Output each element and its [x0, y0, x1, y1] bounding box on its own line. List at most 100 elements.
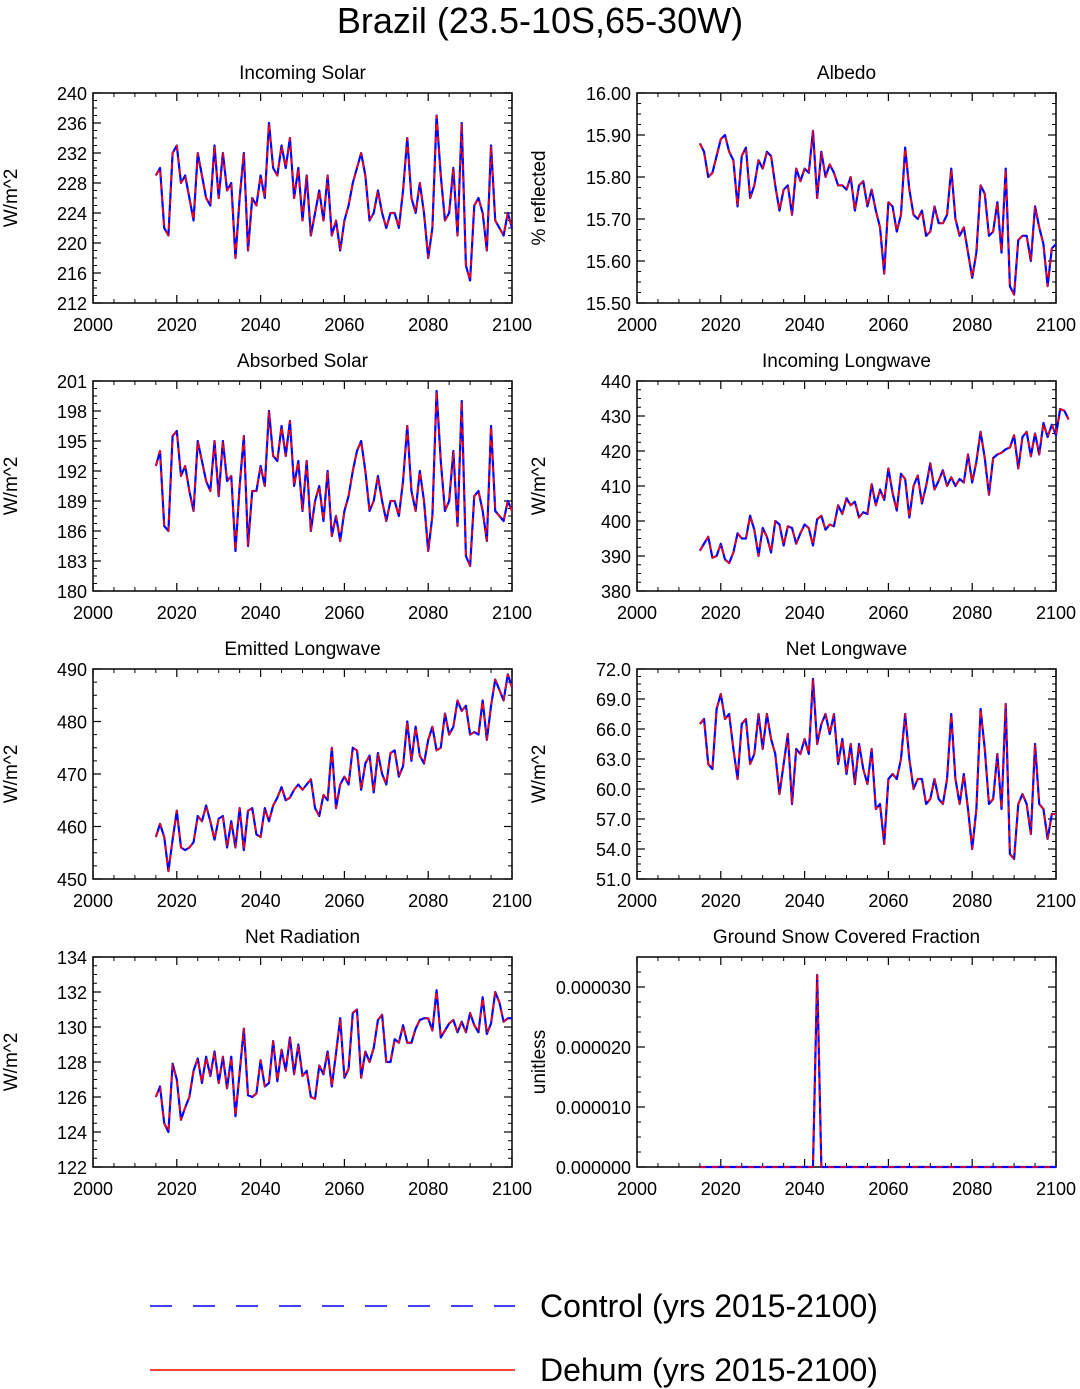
x-tick-label: 2100	[492, 315, 532, 335]
y-tick-label: 216	[57, 264, 87, 284]
legend-label-control: Control (yrs 2015-2100)	[540, 1288, 878, 1324]
x-tick-label: 2080	[408, 891, 448, 911]
y-tick-label: 198	[57, 402, 87, 422]
x-tick-label: 2000	[73, 1179, 113, 1199]
x-tick-label: 2000	[617, 603, 657, 623]
series-line-control	[154, 114, 514, 282]
y-tick-label: 380	[601, 582, 631, 602]
x-tick-label: 2040	[241, 1179, 281, 1199]
x-tick-label: 2080	[408, 603, 448, 623]
x-tick-label: 2060	[324, 315, 364, 335]
y-tick-label: 122	[57, 1158, 87, 1178]
panel-title: Absorbed Solar	[237, 351, 369, 372]
plot-frame	[636, 380, 1057, 592]
y-tick-label: 192	[57, 462, 87, 482]
plot-frame	[636, 92, 1057, 304]
y-tick-label: 132	[57, 983, 87, 1003]
chart-panel-1: Albedo 15.50 15.60 15.70 15.80 15.90 16.00 2000…	[529, 63, 1076, 335]
y-tick-label: 201	[57, 372, 87, 392]
x-tick-label: 2040	[241, 891, 281, 911]
y-axis-label: W/m^2	[529, 457, 550, 516]
x-tick-label: 2020	[157, 1179, 197, 1199]
series-line-control	[698, 407, 1070, 565]
y-axis-label: unitless	[529, 1030, 550, 1094]
x-tick-label: 2080	[408, 1179, 448, 1199]
y-tick-label: 183	[57, 552, 87, 572]
y-axis-label: W/m^2	[1, 457, 22, 516]
plot-frame	[92, 956, 513, 1168]
y-tick-label: 410	[601, 477, 631, 497]
y-tick-label: 460	[57, 818, 87, 838]
x-tick-label: 2100	[492, 891, 532, 911]
y-tick-label: 72.0	[596, 660, 631, 680]
y-tick-label: 186	[57, 522, 87, 542]
x-tick-label: 2000	[617, 315, 657, 335]
series-line-control	[699, 973, 1056, 1169]
y-tick-label: 180	[57, 582, 87, 602]
y-tick-label: 240	[57, 84, 87, 104]
chart-panels: Incoming Solar 212 216 220 224 228 232 236 240 20…	[1, 63, 1076, 1199]
x-tick-label: 2060	[868, 1179, 908, 1199]
x-tick-label: 2060	[868, 315, 908, 335]
x-tick-label: 2040	[785, 603, 825, 623]
x-tick-label: 2020	[157, 891, 197, 911]
legend: Control (yrs 2015-2100) Dehum (yrs 2015-…	[150, 1288, 878, 1388]
y-tick-label: 212	[57, 294, 87, 314]
x-tick-label: 2040	[241, 315, 281, 335]
x-tick-label: 2080	[952, 315, 992, 335]
x-tick-label: 2000	[73, 891, 113, 911]
y-tick-label: 430	[601, 407, 631, 427]
y-tick-label: 60.0	[596, 780, 631, 800]
series-line-control	[154, 989, 512, 1134]
y-tick-label: 63.0	[596, 750, 631, 770]
y-axis-label: % reflected	[529, 150, 550, 245]
x-tick-label: 2020	[157, 315, 197, 335]
y-tick-label: 390	[601, 547, 631, 567]
y-tick-label: 228	[57, 174, 87, 194]
series-line-dehum	[155, 673, 513, 872]
chart-panel-0: Incoming Solar 212 216 220 224 228 232 236 240 20…	[1, 63, 532, 335]
x-tick-label: 2100	[492, 1179, 532, 1199]
chart-panel-3: Incoming Longwave 380 390 400 410 420 430 440 20…	[529, 351, 1076, 623]
panel-title: Albedo	[817, 63, 876, 84]
x-tick-label: 2100	[1036, 891, 1076, 911]
y-axis-label: W/m^2	[529, 745, 550, 804]
y-tick-label: 224	[57, 204, 87, 224]
y-tick-label: 0.000010	[556, 1098, 631, 1118]
x-tick-label: 2020	[701, 315, 741, 335]
panel-title: Incoming Solar	[239, 63, 366, 84]
y-axis-label: W/m^2	[1, 169, 22, 228]
y-tick-label: 490	[57, 660, 87, 680]
x-tick-label: 2040	[785, 891, 825, 911]
y-tick-label: 232	[57, 144, 87, 164]
x-tick-label: 2000	[617, 1179, 657, 1199]
y-tick-label: 54.0	[596, 840, 631, 860]
y-tick-label: 51.0	[596, 870, 631, 890]
x-tick-label: 2040	[785, 315, 825, 335]
y-tick-label: 450	[57, 870, 87, 890]
series-line-dehum	[699, 130, 1057, 296]
x-tick-label: 2060	[324, 1179, 364, 1199]
x-tick-label: 2000	[617, 891, 657, 911]
y-tick-label: 15.70	[586, 210, 631, 230]
x-tick-label: 2100	[1036, 603, 1076, 623]
y-tick-label: 0.000000	[556, 1158, 631, 1178]
x-tick-label: 2100	[492, 603, 532, 623]
y-tick-label: 420	[601, 442, 631, 462]
x-tick-label: 2000	[73, 315, 113, 335]
y-tick-label: 124	[57, 1123, 87, 1143]
y-tick-label: 220	[57, 234, 87, 254]
chart-panel-7: Ground Snow Covered Fraction 0.000000 0.00…	[529, 927, 1076, 1199]
series-line-dehum	[699, 974, 1056, 1168]
x-tick-label: 2060	[868, 891, 908, 911]
plot-frame	[92, 380, 513, 592]
x-tick-label: 2020	[701, 1179, 741, 1199]
y-tick-label: 57.0	[596, 810, 631, 830]
x-tick-label: 2080	[952, 891, 992, 911]
y-tick-label: 440	[601, 372, 631, 392]
y-tick-label: 126	[57, 1088, 87, 1108]
y-tick-label: 15.90	[586, 126, 631, 146]
chart-panel-2: Absorbed Solar 180 183 186 189 192 195 198 201 20…	[1, 351, 532, 623]
chart-panel-4: Emitted Longwave 450 460 470 480 490 2000 2020 2…	[1, 639, 532, 911]
series-line-control	[698, 129, 1057, 296]
